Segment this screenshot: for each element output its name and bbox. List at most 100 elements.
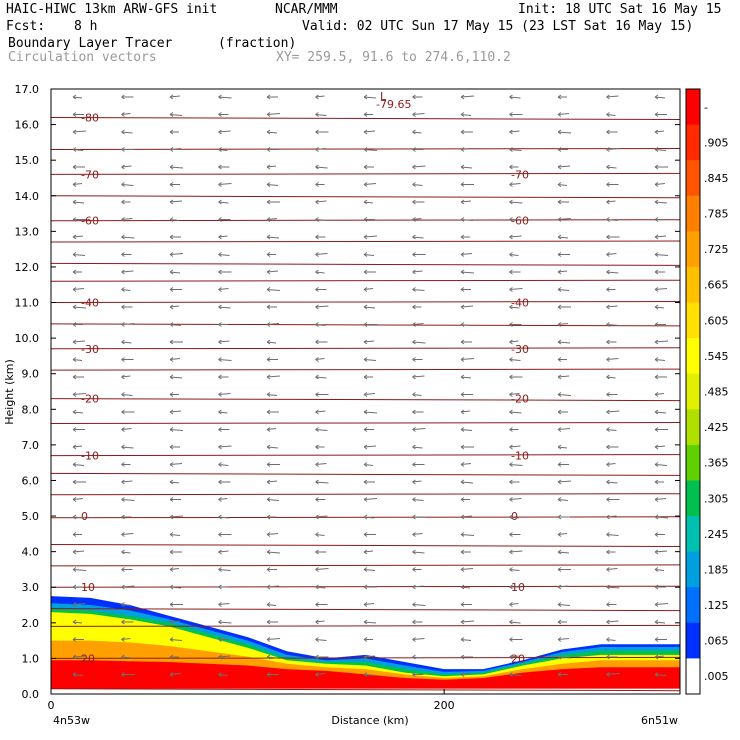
- vector-32: [363, 129, 376, 135]
- vector-246: [654, 409, 667, 415]
- vector-9: [509, 94, 521, 100]
- vector-146: [218, 287, 229, 292]
- vector-291: [315, 479, 329, 485]
- vector-430: [121, 672, 135, 677]
- vector-156: [72, 304, 87, 310]
- vector-148: [315, 287, 327, 292]
- vector-309: [557, 497, 569, 502]
- colorbar: - .905 .845 .785 .725 .665 .605 .545 .485 .425 .36…: [685, 88, 729, 695]
- vector-195: [72, 357, 83, 362]
- vector-113: [509, 234, 522, 240]
- contour-label-right-3: -40: [511, 297, 529, 310]
- vector-161: [315, 304, 329, 310]
- vector-210: [169, 374, 183, 380]
- vector-299: [72, 497, 84, 502]
- vector-220: [654, 374, 667, 380]
- vector-116: [654, 234, 667, 240]
- vector-122: [315, 252, 328, 257]
- contour-label-right-6: -10: [511, 450, 529, 463]
- vector-184: [169, 339, 183, 345]
- vector-68: [218, 182, 232, 187]
- colorbar-label-2: .845: [704, 172, 729, 185]
- vector-179: [557, 322, 569, 327]
- vector-47: [460, 147, 471, 152]
- vector-91: [72, 217, 86, 222]
- circulation-vectors: [72, 94, 669, 677]
- vector-34: [460, 129, 473, 135]
- vector-266: [363, 444, 377, 450]
- vector-279: [363, 462, 374, 467]
- vector-435: [363, 672, 378, 677]
- y-tick-label-4: 4.0: [22, 546, 40, 559]
- vector-409: [363, 637, 373, 642]
- vector-397: [412, 619, 423, 625]
- vector-177: [460, 322, 471, 327]
- contour-label-6: -10: [81, 450, 99, 463]
- vector-355: [266, 567, 277, 572]
- vector-170: [121, 322, 135, 327]
- contour-line-21: [51, 195, 680, 199]
- vector-398: [460, 619, 475, 625]
- vector-11: [606, 94, 619, 100]
- vector-29: [218, 129, 231, 135]
- vector-436: [412, 672, 424, 677]
- colorbar-swatch-0: [686, 89, 700, 126]
- vector-439: [557, 672, 568, 677]
- vector-166: [557, 304, 571, 310]
- vector-187: [315, 339, 328, 345]
- vector-235: [121, 409, 135, 415]
- vector-421: [315, 654, 329, 660]
- vector-44: [315, 147, 326, 152]
- vector-373: [509, 584, 522, 590]
- colorbar-label-6: .605: [704, 314, 729, 327]
- vector-308: [509, 497, 522, 502]
- contour-line-16: [51, 301, 680, 303]
- vector-410: [412, 637, 425, 642]
- vector-154: [606, 287, 616, 292]
- vector-255: [460, 427, 473, 432]
- vector-394: [266, 619, 278, 625]
- contour-label-right-5: -20: [511, 393, 529, 406]
- vector-268: [460, 444, 474, 450]
- vector-77: [654, 182, 666, 187]
- vector-223: [169, 392, 179, 397]
- vector-234: [72, 409, 84, 415]
- vector-167: [606, 304, 618, 310]
- vector-204: [509, 357, 521, 362]
- vector-257: [557, 427, 571, 432]
- vector-205: [557, 357, 567, 362]
- vector-208: [72, 374, 84, 380]
- vector-362: [606, 567, 618, 572]
- vector-265: [315, 444, 325, 450]
- vector-402: [654, 619, 666, 625]
- vector-341: [218, 549, 229, 555]
- vector-27: [121, 129, 133, 135]
- vector-404: [121, 637, 131, 642]
- org-label: NCAR/MMM: [275, 2, 338, 17]
- vector-338: [72, 549, 85, 555]
- vector-4: [266, 94, 278, 100]
- colorbar-label-1: .905: [704, 136, 729, 149]
- vector-431: [169, 672, 182, 677]
- vector-222: [121, 392, 133, 397]
- vector-262: [169, 444, 180, 450]
- colorbar-frame: [685, 88, 701, 695]
- vector-85: [412, 199, 425, 205]
- vector-434: [315, 672, 326, 677]
- colorbar-label-4: .725: [704, 243, 729, 256]
- vector-174: [315, 322, 326, 327]
- colorbar-label-12: .245: [704, 528, 729, 541]
- field-name: Boundary Layer Tracer: [8, 36, 173, 51]
- vector-228: [412, 392, 422, 397]
- vector-441: [654, 672, 667, 677]
- vector-30: [266, 129, 278, 135]
- minimum-marker: L: [380, 90, 387, 103]
- vector-274: [121, 462, 131, 467]
- vector-333: [460, 532, 475, 537]
- vector-96: [315, 217, 329, 222]
- contour-line-10: [51, 454, 680, 457]
- colorbar-label-16: .005: [704, 670, 729, 683]
- vector-197: [169, 357, 181, 362]
- vector-201: [363, 357, 377, 362]
- vector-277: [266, 462, 280, 467]
